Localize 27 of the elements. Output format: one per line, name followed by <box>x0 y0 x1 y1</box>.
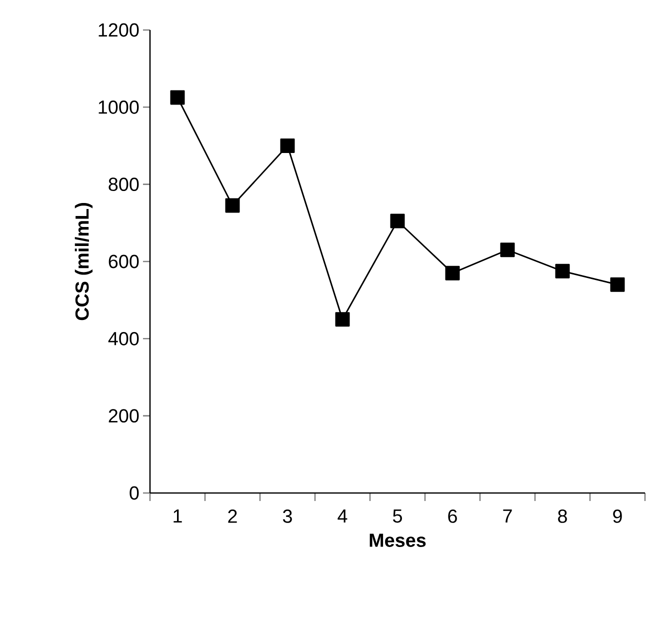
point <box>280 138 295 153</box>
x-tick-label: 2 <box>228 510 237 523</box>
point <box>500 242 515 258</box>
y-tick-label: 800 <box>108 178 139 192</box>
y-tick-label: 1200 <box>98 23 139 37</box>
x-tick-label: 6 <box>448 510 457 523</box>
point <box>555 264 570 278</box>
point <box>170 90 185 105</box>
x-tick-label: 8 <box>558 510 567 523</box>
y-tick-label: 600 <box>108 254 139 268</box>
point <box>445 266 460 280</box>
y-tick-label: 200 <box>108 409 139 423</box>
x-tick-label: 3 <box>282 510 292 523</box>
point <box>390 214 405 228</box>
point <box>610 277 625 292</box>
y-tick-label: 400 <box>108 332 139 346</box>
y-axis-title: CCS (mil/mL) <box>74 203 93 320</box>
point <box>335 312 350 327</box>
x-axis-title: Meses <box>370 534 426 547</box>
y-tick-label: 1000 <box>98 100 139 114</box>
x-tick-label: 7 <box>503 510 512 523</box>
y-tick-label: 0 <box>130 486 139 500</box>
x-tick-label: 1 <box>174 510 182 523</box>
x-tick-label: 4 <box>338 510 348 523</box>
point <box>225 198 240 213</box>
x-tick-label: 5 <box>392 510 402 523</box>
x-tick-label: 9 <box>613 510 622 523</box>
